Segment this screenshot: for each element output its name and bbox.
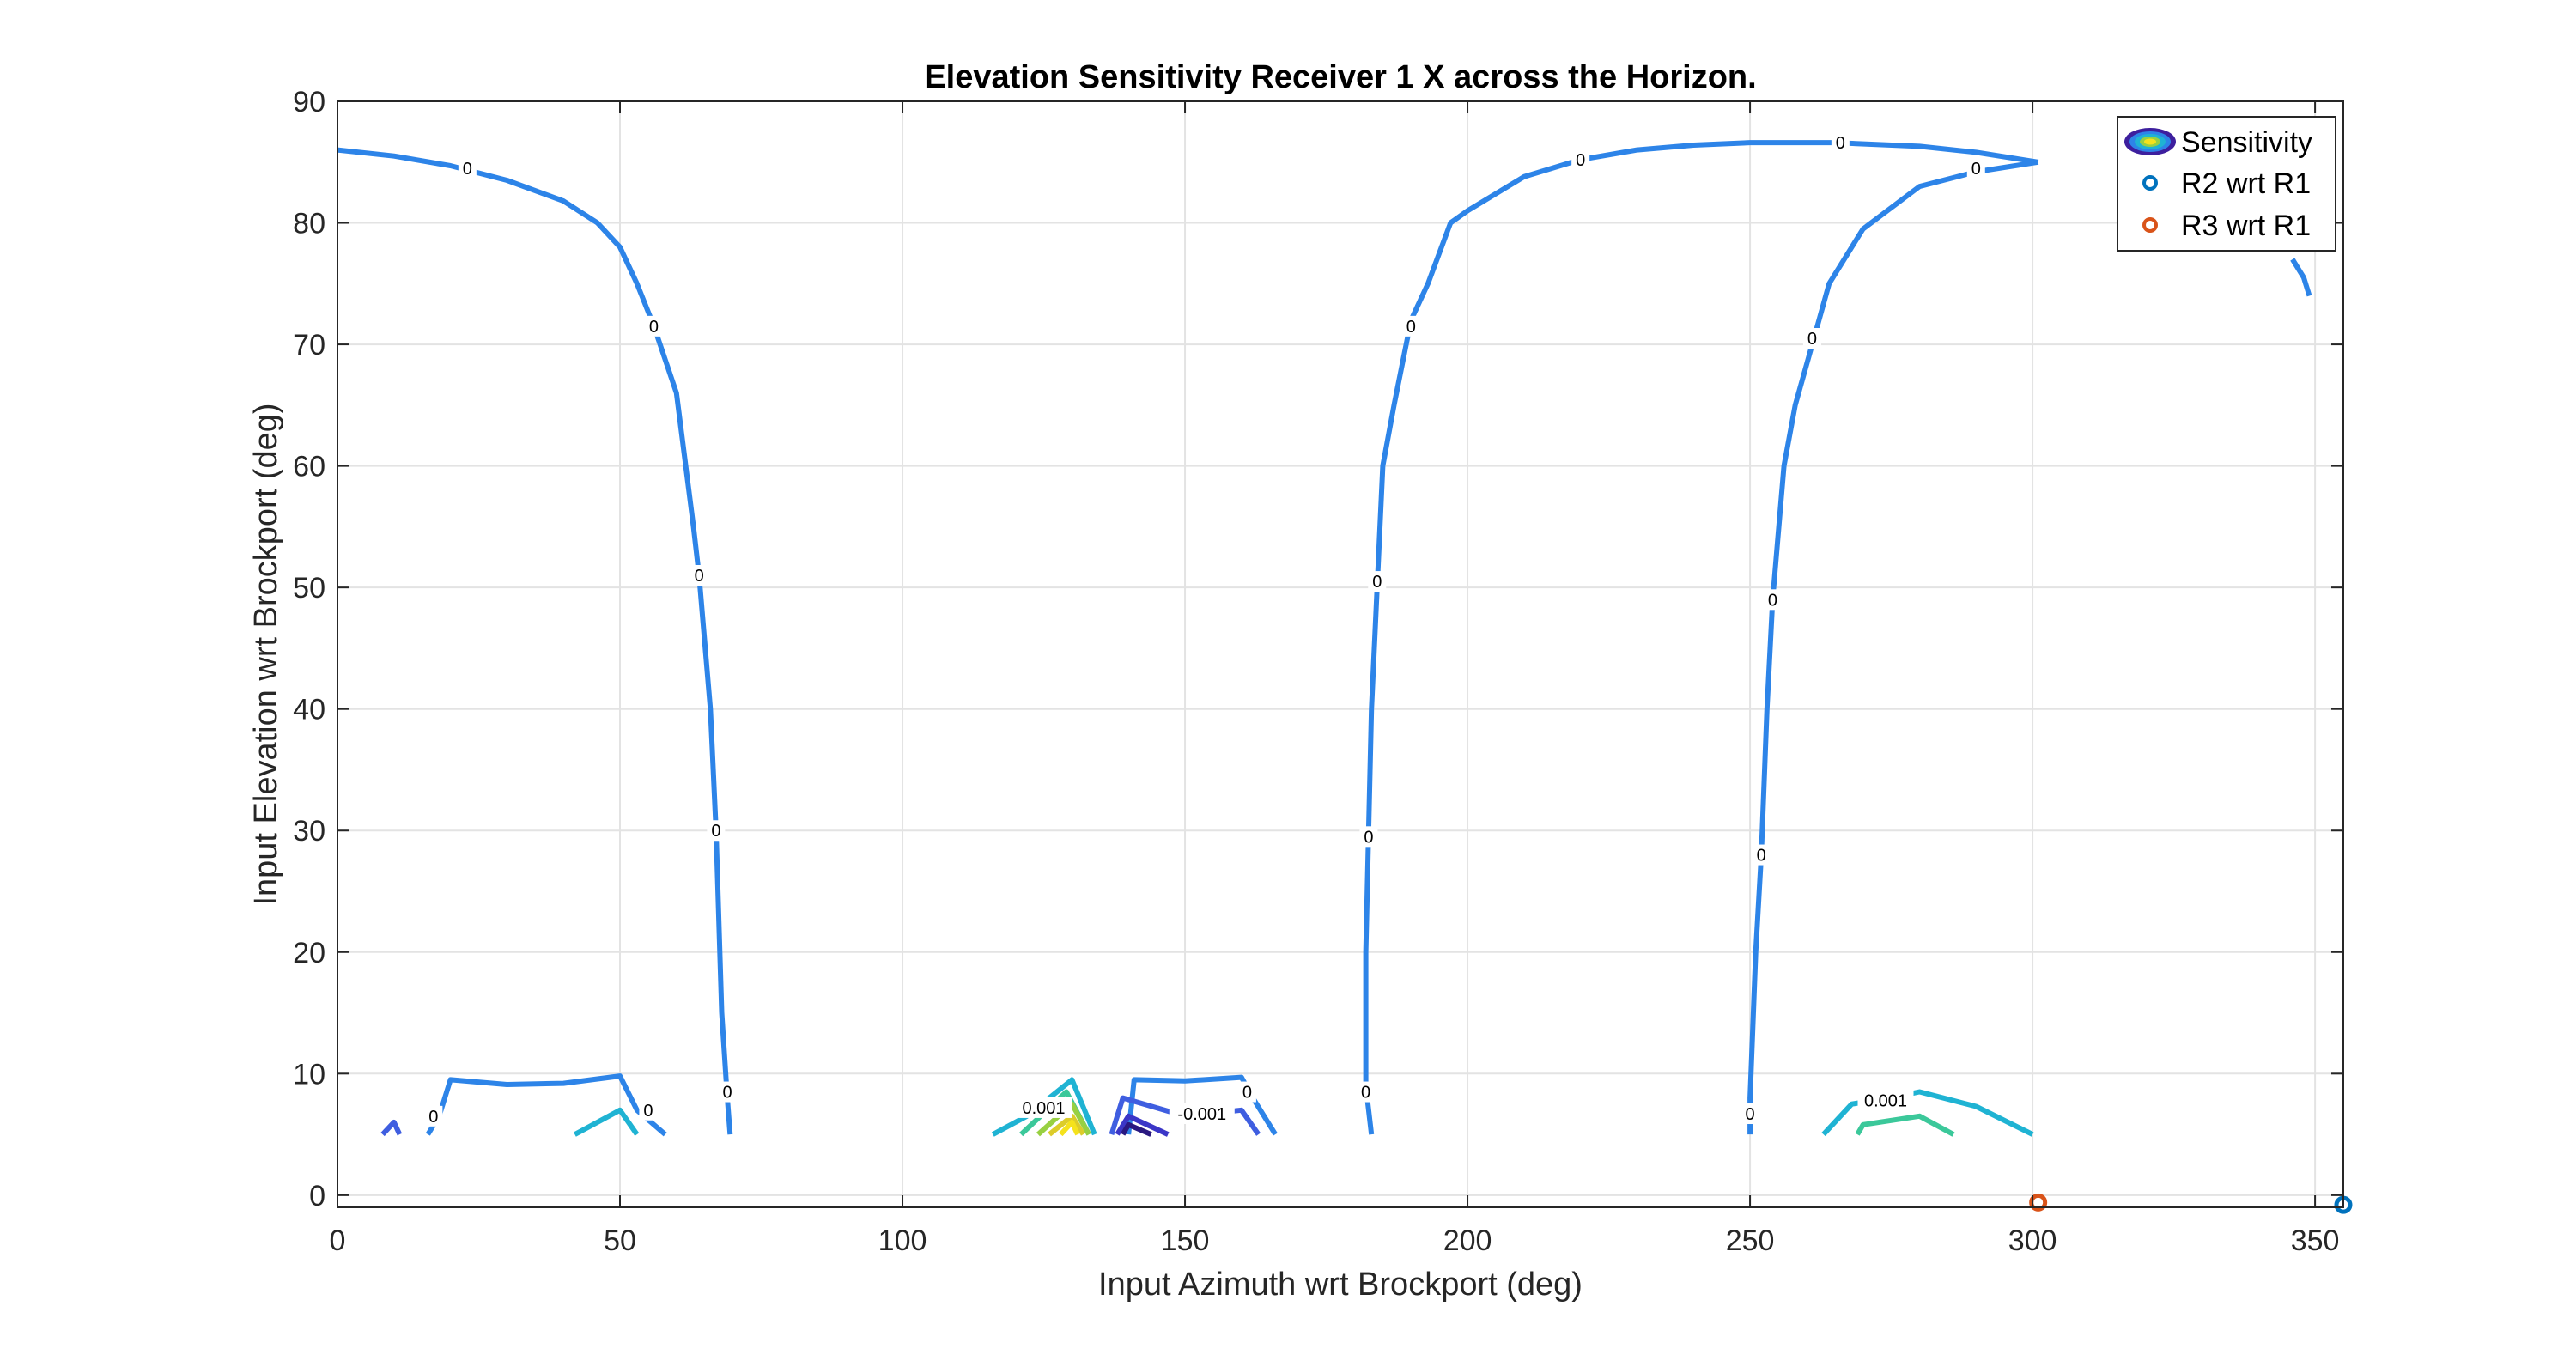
- contour-line: [1115, 1113, 1170, 1137]
- x-axis-label: Input Azimuth wrt Brockport (deg): [1098, 1267, 1583, 1303]
- contour-label: 0: [649, 318, 659, 337]
- y-tick-label: 30: [293, 815, 325, 848]
- contour-label: 0: [1768, 591, 1777, 610]
- x-tick-label: 150: [1161, 1224, 1210, 1257]
- contour-swatch-icon: [2124, 128, 2176, 155]
- contour-label: 0: [1746, 1105, 1755, 1124]
- contour-label-background: [1857, 1090, 1914, 1111]
- contour-label: 0: [1576, 151, 1585, 170]
- contour-label-background: [718, 1081, 737, 1103]
- contour-label-background: [1359, 826, 1378, 848]
- data-marker: [2029, 1193, 2048, 1212]
- legend-label-sensitivity: Sensitivity: [2181, 126, 2312, 159]
- contour-line: [1048, 1113, 1086, 1137]
- contour-label: 0: [1971, 160, 1981, 179]
- contour-label-background: [639, 1099, 658, 1121]
- y-tick-label: 60: [293, 451, 325, 483]
- contour-label: 0: [1807, 330, 1817, 349]
- contour-label-background: [1016, 1097, 1072, 1118]
- x-tick-label: 300: [2008, 1224, 2057, 1257]
- contour-label: 0: [428, 1108, 438, 1127]
- contour-line: [380, 1119, 403, 1137]
- contour-label-background: [1741, 1103, 1759, 1125]
- contour-label: 0: [1836, 134, 1845, 153]
- contour-label-background: [1169, 1103, 1235, 1125]
- contour-label-background: [1368, 571, 1387, 592]
- contour-label-background: [1802, 328, 1821, 349]
- contour-line: [1855, 1113, 1955, 1137]
- legend-entry-r2: R2 wrt R1: [2142, 167, 2311, 200]
- contour-label: 0: [643, 1102, 653, 1121]
- contour-line: [1363, 140, 2039, 1135]
- y-tick-label: 50: [293, 572, 325, 605]
- contour-label-background: [1571, 149, 1590, 170]
- contour-label-background: [1752, 844, 1771, 866]
- plot-background: [337, 101, 2343, 1207]
- contour-line: [573, 1107, 640, 1137]
- contour-label-background: [458, 157, 477, 179]
- y-tick-label: 70: [293, 329, 325, 362]
- contour-label-background: [424, 1105, 443, 1127]
- contour-line: [2290, 258, 2312, 297]
- y-axis-label: Input Elevation wrt Brockport (deg): [248, 403, 284, 905]
- contour-label-background: [1237, 1081, 1256, 1103]
- contour-label: -0.001: [1177, 1105, 1226, 1124]
- contour-label-background: [1966, 157, 1985, 179]
- contour-label: 0.001: [1864, 1091, 1907, 1110]
- contour-label: 0: [1372, 573, 1382, 592]
- contour-label-background: [644, 315, 663, 337]
- contour-label: 0: [463, 160, 472, 179]
- contour-label-background: [1357, 1081, 1376, 1103]
- contour-line: [1059, 1119, 1080, 1137]
- legend-entry-sensitivity: Sensitivity: [2124, 126, 2312, 159]
- y-tick-label: 40: [293, 694, 325, 726]
- r2-marker-icon: [2142, 175, 2158, 191]
- contour-label-background: [1401, 315, 1420, 337]
- contour-label: 0.001: [1023, 1099, 1066, 1118]
- contour-label: 0: [1757, 847, 1766, 866]
- x-tick-label: 50: [604, 1224, 636, 1257]
- y-tick-label: 20: [293, 937, 325, 969]
- legend: Sensitivity R2 wrt R1 R3 wrt R1: [2117, 116, 2336, 252]
- plot-frame: [337, 100, 2344, 1208]
- axis-ticks: 0 50 100 150 200 250 300 350 0 10 20 30 40 50 60 70 80 90: [293, 86, 2343, 1257]
- y-tick-label: 10: [293, 1058, 325, 1091]
- y-tick-label: 0: [309, 1180, 325, 1212]
- contour-label-background: [1763, 589, 1782, 611]
- y-tick-label: 80: [293, 208, 325, 240]
- r3-marker-icon: [2142, 217, 2158, 233]
- chart-title: Elevation Sensitivity Receiver 1 X acros…: [924, 59, 1756, 95]
- x-tick-label: 100: [878, 1224, 927, 1257]
- legend-entry-r3: R3 wrt R1: [2142, 210, 2311, 242]
- contour-line: [1126, 1074, 1278, 1136]
- contour-line: [1747, 159, 2039, 1135]
- contour-lines: 0 0 0 0 0 0 0 0 0 0 0 0 0 0 0 0 0 0 0 0.001 -0.001 0.001: [337, 132, 2312, 1137]
- contour-label-background: [707, 820, 726, 842]
- contour-label: 0: [695, 567, 704, 586]
- legend-label-r2: R2 wrt R1: [2181, 167, 2311, 200]
- contour-label-background: [690, 565, 708, 586]
- contour-label: 0: [1364, 828, 1373, 847]
- contour-label: 0: [1242, 1084, 1252, 1103]
- contour-label: 0: [1406, 318, 1416, 337]
- x-tick-label: 250: [1726, 1224, 1775, 1257]
- y-tick-label: 90: [293, 86, 325, 118]
- legend-label-r3: R3 wrt R1: [2181, 210, 2311, 242]
- x-tick-label: 0: [330, 1224, 346, 1257]
- contour-label-background: [1831, 132, 1850, 154]
- contour-label: 0: [711, 822, 720, 841]
- contour-label: 0: [1361, 1084, 1370, 1103]
- contour-line: [1036, 1101, 1091, 1137]
- x-tick-label: 200: [1443, 1224, 1492, 1257]
- contour-line: [1121, 1121, 1152, 1137]
- contour-label: 0: [722, 1084, 732, 1103]
- x-tick-label: 350: [2291, 1224, 2340, 1257]
